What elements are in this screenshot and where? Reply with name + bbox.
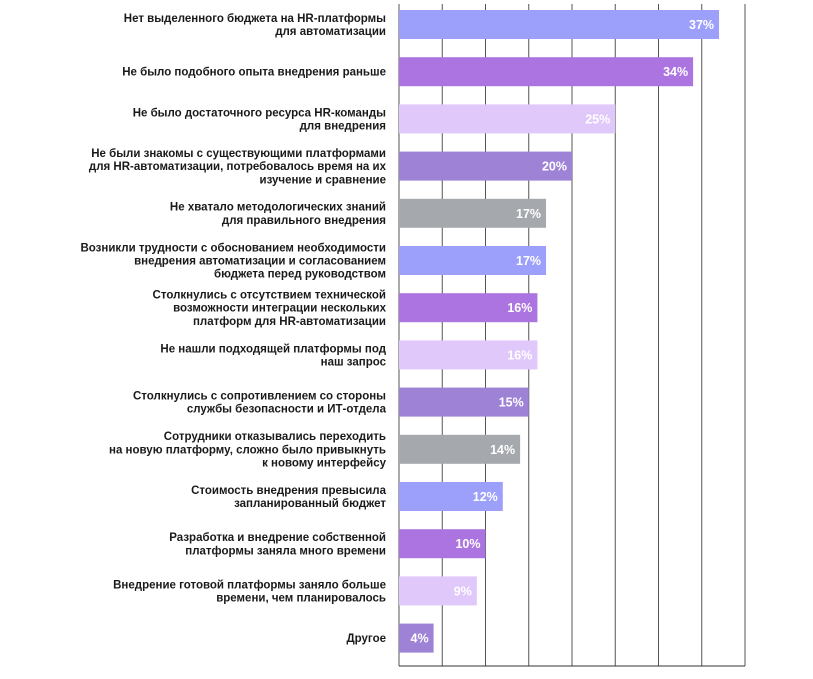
value-label-6: 17% bbox=[516, 254, 541, 268]
value-label-8: 16% bbox=[507, 348, 532, 362]
bars-group bbox=[399, 10, 720, 653]
bar-14 bbox=[399, 623, 434, 653]
category-label-1: Нет выделенного бюджета на HR-платформы д… bbox=[124, 13, 386, 38]
category-label-4: Не были знакомы с существующими платформ… bbox=[89, 148, 387, 186]
value-label-2: 34% bbox=[663, 65, 688, 79]
bar-7 bbox=[399, 293, 538, 323]
value-label-9: 15% bbox=[499, 396, 524, 410]
value-label-7: 16% bbox=[507, 301, 532, 315]
bar-1 bbox=[399, 10, 720, 39]
category-label-8: Не нашли подходящей платформы под наш зап… bbox=[160, 343, 386, 368]
bar-8 bbox=[399, 340, 538, 370]
category-labels: Нет выделенного бюджета на HR-платформы д… bbox=[81, 13, 387, 645]
category-label-13: Внедрение готовой платформы заняло больш… bbox=[113, 579, 386, 604]
category-label-11: Стоимость внедрения превысила запланирова… bbox=[191, 485, 386, 510]
category-label-2: Не было подобного опыта внедрения раньше bbox=[122, 67, 386, 79]
grid-lines bbox=[398, 4, 746, 667]
bar-12 bbox=[399, 529, 486, 559]
category-label-6: Возникли трудности с обоснованием необхо… bbox=[81, 242, 387, 280]
bar-2 bbox=[399, 57, 694, 87]
value-label-10: 14% bbox=[490, 443, 515, 457]
value-label-11: 12% bbox=[473, 490, 498, 504]
value-label-3: 25% bbox=[585, 112, 610, 126]
bar-9 bbox=[399, 387, 529, 417]
bar-13 bbox=[399, 576, 477, 606]
category-label-3: Не было достаточного ресурса HR-команды д… bbox=[133, 107, 386, 132]
bar-4 bbox=[399, 151, 572, 181]
value-labels: 37% 34% 25% 20% 17% 17% 16% 16% 15% 14% 12% 10% 9% 4% bbox=[411, 18, 715, 646]
category-label-5: Не хватало методологических знаний для пр… bbox=[170, 202, 386, 227]
value-label-13: 9% bbox=[454, 584, 472, 598]
category-label-7: Столкнулись с отсутствием технической воз… bbox=[153, 290, 387, 328]
bar-6 bbox=[399, 246, 547, 275]
category-label-12: Разработка и внедрение собственной платфо… bbox=[169, 532, 386, 557]
value-label-12: 10% bbox=[455, 537, 480, 551]
bar-3 bbox=[399, 104, 616, 134]
value-label-1: 37% bbox=[689, 18, 714, 32]
category-label-9: Столкнулись с сопротивлением со стороны с… bbox=[133, 391, 387, 416]
value-label-5: 17% bbox=[516, 207, 541, 221]
value-label-4: 20% bbox=[542, 160, 567, 174]
category-label-10: Сотрудники отказывались переходить на нов… bbox=[109, 431, 387, 469]
bar-10 bbox=[399, 434, 521, 464]
bar-11 bbox=[399, 482, 503, 511]
category-label-14: Другое bbox=[346, 633, 386, 645]
value-label-14: 4% bbox=[411, 632, 429, 646]
bar-5 bbox=[399, 198, 547, 228]
